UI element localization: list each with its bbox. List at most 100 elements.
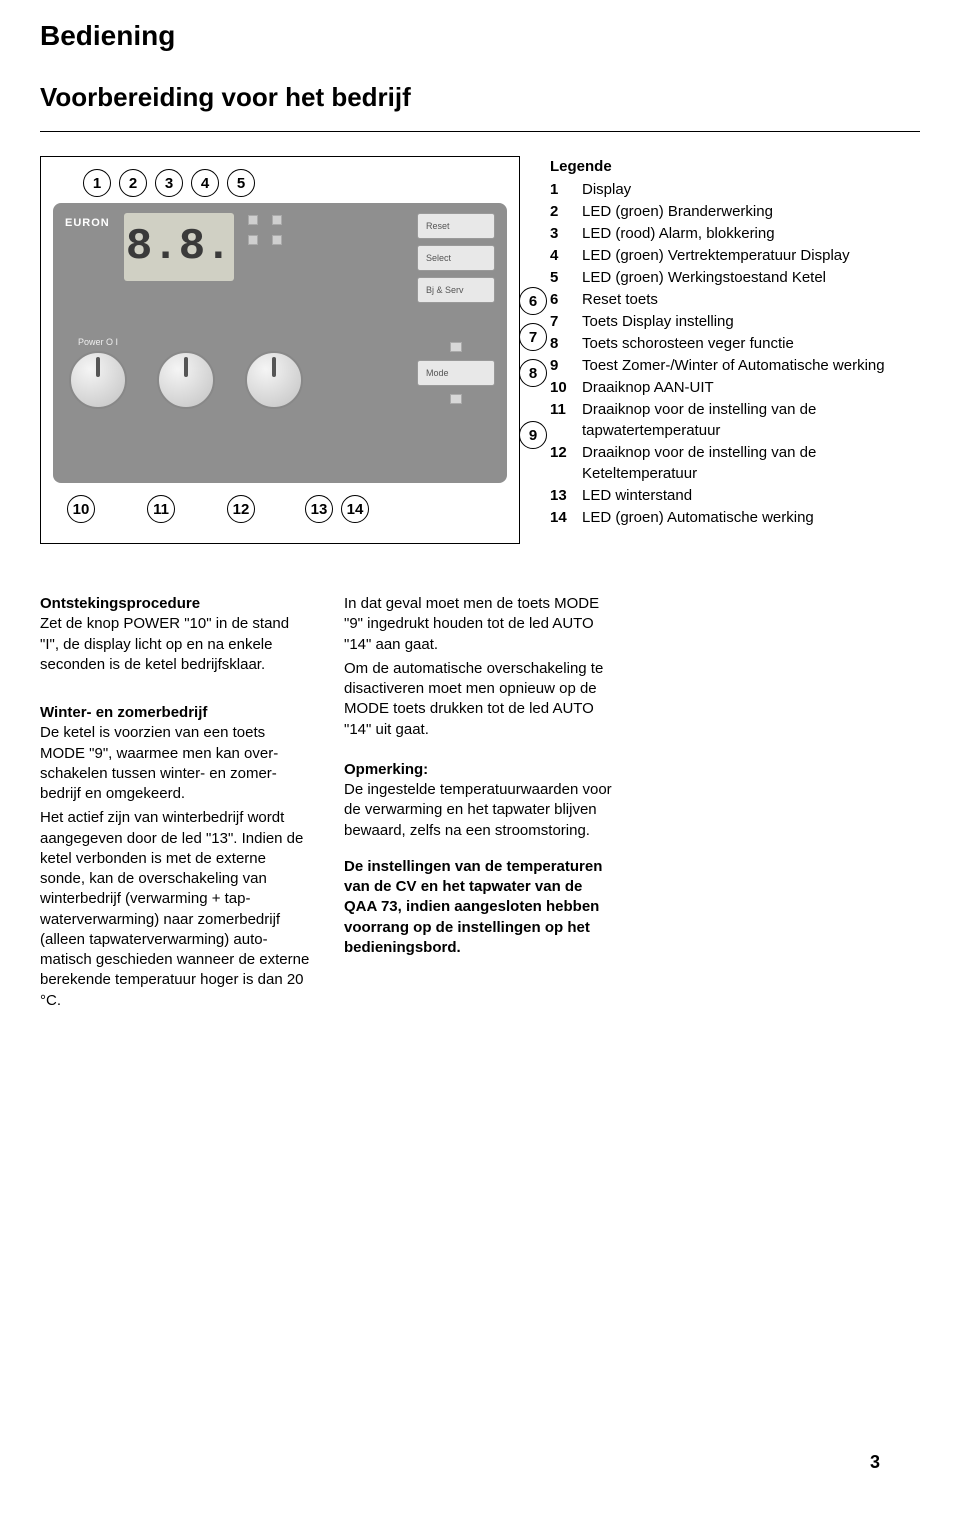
legend-num: 9 [550, 355, 572, 376]
legend-num: 8 [550, 333, 572, 354]
winter-summer-text-2: Het actief zijn van winterbedrijf wordt … [40, 809, 309, 1008]
note-title: Opmerking: [344, 761, 428, 778]
legend-text: Toets schorosteen veger functie [582, 333, 920, 354]
led-14 [450, 394, 462, 404]
callout-10: 10 [67, 495, 95, 523]
column-2: In dat geval moet men de toets MODE "9" … [344, 594, 616, 1027]
top-section: 1 2 3 4 5 EURON 8.8. [40, 156, 920, 544]
tapwater-knob [157, 351, 215, 409]
legend: Legende 1 Display 2 LED (groen) Branderwerk… [550, 156, 920, 544]
led-4 [272, 215, 282, 225]
legend-row: 8 Toets schorosteen veger functie [550, 333, 920, 354]
legend-num: 14 [550, 507, 572, 528]
lcd-display: 8.8. [124, 213, 234, 281]
legend-num: 7 [550, 311, 572, 332]
knob-row: Power O I Mode [65, 337, 495, 409]
column-1: Ontstekingsprocedure Zet de knop POWER "… [40, 594, 312, 1027]
led-column-a [248, 215, 258, 245]
legend-text: LED (groen) Automatische werking [582, 507, 920, 528]
legend-num: 10 [550, 377, 572, 398]
legend-num: 11 [550, 399, 572, 441]
legend-num: 5 [550, 267, 572, 288]
legend-row: 3 LED (rood) Alarm, blokkering [550, 223, 920, 244]
legend-text: LED (groen) Vertrektemperatuur Display [582, 245, 920, 266]
legend-row: 9 Toest Zomer-/Winter of Automatische wer… [550, 355, 920, 376]
page-subtitle: Voorbereiding voor het bedrijf [40, 82, 920, 113]
callout-14: 14 [341, 495, 369, 523]
ignition-text: Zet de knop POWER "10" in de stand "I", … [40, 615, 289, 673]
legend-num: 4 [550, 245, 572, 266]
legend-row: 10Draaiknop AAN-UIT [550, 377, 920, 398]
callout-13: 13 [305, 495, 333, 523]
mode-hold-text: In dat geval moet men de toets MODE "9" … [344, 595, 599, 653]
callout-1: 1 [83, 169, 111, 197]
legend-text: Toets Display instelling [582, 311, 920, 332]
power-knob-label: Power O I [78, 337, 118, 347]
legend-row: 1 Display [550, 179, 920, 200]
legend-list: 1 Display 2 LED (groen) Branderwerking 3 LED … [550, 179, 920, 528]
note-text: De ingestelde temperatuurwaarden voor de… [344, 781, 612, 839]
column-3-empty [648, 594, 920, 1027]
qaa-settings-text: De instellingen van de tempera­turen van… [344, 858, 602, 956]
legend-num: 2 [550, 201, 572, 222]
legend-row: 11Draaiknop voor de instelling van de ta… [550, 399, 920, 441]
legend-text: LED (groen) Branderwerking [582, 201, 920, 222]
callout-12: 12 [227, 495, 255, 523]
legend-row: 4 LED (groen) Vertrektemperatuur Display [550, 245, 920, 266]
callout-5: 5 [227, 169, 255, 197]
page-title: Bediening [40, 20, 920, 52]
callout-3: 3 [155, 169, 183, 197]
led-3 [248, 235, 258, 245]
ignition-title: Ontstekingsprocedure [40, 595, 200, 612]
winter-summer-text-1: De ketel is voorzien van een toets MODE … [40, 724, 278, 802]
reset-button: Reset [417, 213, 495, 239]
control-panel-diagram: 1 2 3 4 5 EURON 8.8. [40, 156, 520, 544]
power-knob [69, 351, 127, 409]
callout-11: 11 [147, 495, 175, 523]
legend-row: 2 LED (groen) Branderwerking [550, 201, 920, 222]
legend-num: 3 [550, 223, 572, 244]
callout-9: 9 [519, 421, 547, 449]
service-button: Bj & Serv [417, 277, 495, 303]
legend-row: 14 LED (groen) Automatische werking [550, 507, 920, 528]
mode-disable-text: Om de automatische overschakeling te dis… [344, 660, 603, 738]
legend-title: Legende [550, 156, 920, 177]
bottom-label-row: 10 11 12 13 14 [67, 495, 507, 523]
legend-num: 13 [550, 485, 572, 506]
control-panel: EURON 8.8. Reset Select Bj & Serv [53, 203, 507, 483]
led-5 [272, 235, 282, 245]
winter-summer-title: Winter- en zomerbedrijf [40, 704, 207, 721]
legend-num: 1 [550, 179, 572, 200]
select-button: Select [417, 245, 495, 271]
legend-text: Reset toets [582, 289, 920, 310]
panel-wrapper: EURON 8.8. Reset Select Bj & Serv [53, 203, 507, 483]
legend-row: 6 Reset toets [550, 289, 920, 310]
legend-text: Toest Zomer-/Winter of Automatische werk… [582, 355, 920, 376]
led-2 [248, 215, 258, 225]
legend-row: 5 LED (groen) Werkingstoestand Ketel [550, 267, 920, 288]
callout-4: 4 [191, 169, 219, 197]
legend-text: LED (groen) Werkingstoestand Ketel [582, 267, 920, 288]
button-column: Reset Select Bj & Serv [417, 213, 495, 303]
divider [40, 131, 920, 132]
callout-8: 8 [519, 359, 547, 387]
mode-button: Mode [417, 360, 495, 386]
page-number: 3 [870, 1452, 880, 1473]
cv-knob-label [185, 337, 188, 347]
legend-num: 6 [550, 289, 572, 310]
heating-knob [245, 351, 303, 409]
callout-7: 7 [519, 323, 547, 351]
right-label-col: 6 7 8 9 [519, 287, 547, 449]
tap-knob-label [273, 337, 276, 347]
led-13 [450, 342, 462, 352]
legend-text: LED winterstand [582, 485, 920, 506]
legend-row: 7 Toets Display instelling [550, 311, 920, 332]
legend-text: Display [582, 179, 920, 200]
legend-text: Draaiknop voor de instelling van de tapw… [582, 399, 920, 441]
top-label-row: 1 2 3 4 5 [83, 169, 507, 197]
mode-group: Mode [417, 342, 495, 404]
callout-6: 6 [519, 287, 547, 315]
legend-num: 12 [550, 442, 572, 484]
callout-2: 2 [119, 169, 147, 197]
legend-text: LED (rood) Alarm, blokkering [582, 223, 920, 244]
